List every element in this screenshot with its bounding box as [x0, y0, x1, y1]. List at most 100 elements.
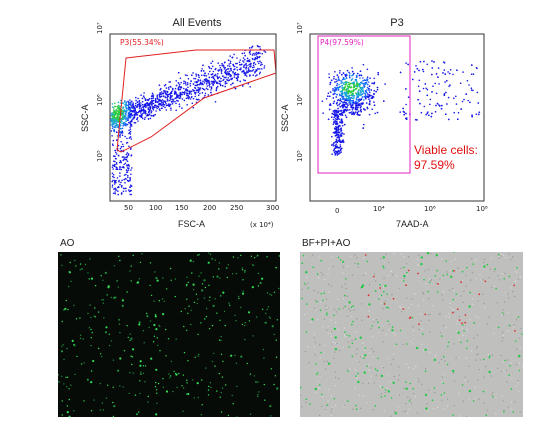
event-dot	[210, 73, 213, 76]
event-dot	[336, 74, 339, 76]
event-dot	[331, 135, 333, 138]
event-dot	[232, 70, 234, 73]
event-dot	[354, 85, 356, 87]
cell-dot	[200, 414, 202, 416]
event-dot	[162, 102, 164, 104]
event-dot	[114, 119, 117, 122]
event-dot	[371, 97, 374, 99]
cell-dot	[158, 300, 160, 302]
cell-dot	[147, 395, 149, 398]
background-speck	[475, 259, 477, 261]
event-dot	[132, 117, 134, 120]
event-dot	[232, 65, 235, 67]
event-dot	[341, 140, 344, 143]
background-speck	[379, 295, 381, 297]
event-dot	[141, 100, 144, 103]
cell-dot	[105, 397, 108, 399]
ao-cell-dot	[395, 343, 398, 346]
event-dot	[334, 141, 337, 143]
event-dot	[466, 80, 469, 82]
event-dot	[367, 93, 369, 95]
event-dot	[356, 98, 358, 101]
event-dot	[261, 53, 264, 55]
background-speck	[348, 308, 350, 310]
background-speck	[510, 258, 512, 261]
ao-cell-dot	[390, 397, 393, 399]
event-dot	[348, 101, 351, 104]
event-dot	[356, 82, 359, 84]
background-speck	[337, 377, 340, 380]
cell-dot	[191, 272, 193, 274]
cell-dot	[97, 311, 100, 313]
event-dot	[366, 68, 369, 71]
event-dot	[361, 82, 363, 85]
background-speck	[343, 406, 345, 408]
event-dot	[321, 100, 324, 102]
cell-dot	[90, 381, 93, 384]
event-dot	[244, 58, 246, 61]
ao-cell-dot	[518, 369, 521, 372]
plot2-xtick-1e4: 10⁴	[373, 205, 385, 213]
background-speck	[380, 393, 382, 395]
event-dot	[342, 109, 345, 112]
event-dot	[359, 83, 362, 86]
cell-dot	[102, 302, 105, 304]
background-speck	[372, 409, 374, 411]
event-dot	[137, 111, 140, 114]
event-dot	[247, 71, 249, 74]
cell-dot	[232, 256, 235, 258]
ao-cell-dot	[350, 306, 353, 308]
ao-cell-dot	[315, 363, 317, 365]
event-dot	[117, 112, 119, 115]
background-speck	[444, 360, 446, 362]
cell-dot	[139, 392, 141, 395]
event-dot	[129, 122, 131, 124]
event-dot	[346, 97, 348, 100]
ao-cell-dot	[348, 346, 350, 348]
background-speck	[482, 293, 484, 295]
background-speck	[387, 275, 389, 277]
cell-dot	[241, 292, 245, 295]
event-dot	[376, 88, 379, 91]
background-speck	[330, 395, 333, 397]
event-dot	[227, 59, 230, 62]
event-dot	[366, 79, 368, 82]
event-dot	[111, 106, 114, 108]
cell-dot	[141, 253, 143, 255]
event-dot	[138, 103, 140, 106]
ao-cell-dot	[359, 336, 362, 339]
event-dot	[426, 88, 429, 91]
ao-cell-dot	[504, 359, 506, 362]
cell-dot	[220, 339, 222, 342]
event-dot	[337, 128, 340, 130]
event-dot	[350, 86, 353, 88]
event-dot	[143, 111, 145, 114]
event-dot	[217, 73, 219, 75]
event-dot	[181, 93, 183, 96]
cell-dot	[249, 373, 252, 375]
background-speck	[453, 289, 455, 291]
event-dot	[126, 155, 129, 158]
event-dot	[212, 75, 214, 78]
cell-dot	[128, 392, 130, 395]
event-dot	[113, 115, 116, 117]
event-dot	[154, 113, 156, 116]
background-speck	[497, 275, 499, 277]
cell-dot	[88, 278, 90, 280]
event-dot	[121, 185, 123, 187]
background-speck	[356, 257, 358, 259]
background-speck	[364, 272, 367, 275]
ao-cell-dot	[517, 316, 520, 318]
event-dot	[335, 102, 338, 105]
background-speck	[517, 380, 519, 382]
cell-dot	[68, 388, 70, 390]
event-dot	[364, 83, 367, 86]
event-dot	[112, 168, 114, 170]
background-speck	[442, 299, 444, 301]
cell-dot	[211, 258, 213, 260]
ao-cell-dot	[436, 291, 439, 293]
ao-cell-dot	[316, 300, 318, 303]
event-dot	[136, 105, 139, 107]
event-dot	[193, 77, 195, 80]
ao-cell-dot	[352, 305, 355, 307]
